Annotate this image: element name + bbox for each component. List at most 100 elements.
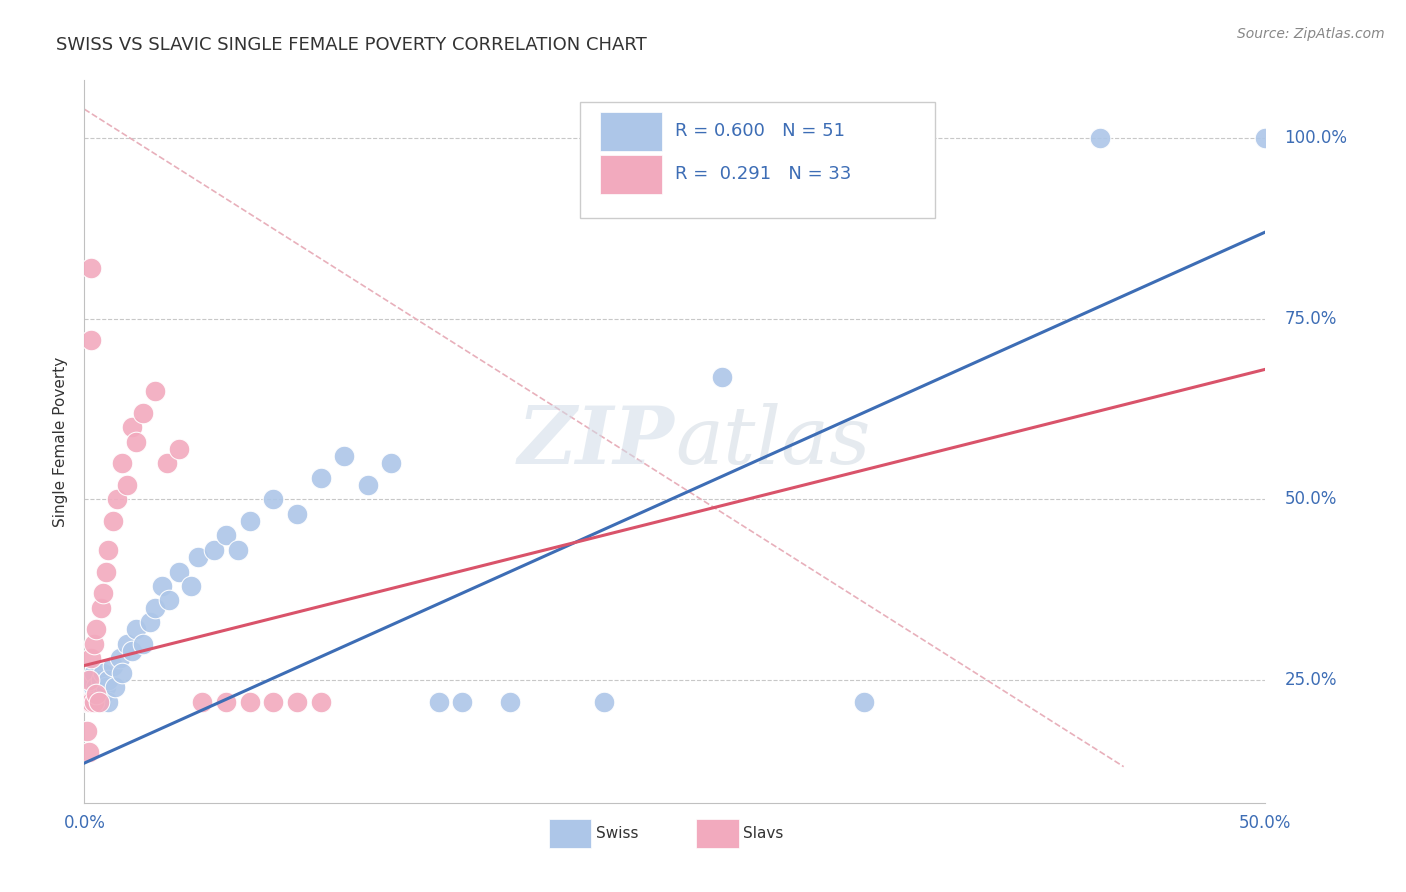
Point (380, 456, 402, 470)
Point (357, 478, 380, 492)
Point (83, 665, 105, 680)
Text: 75.0%: 75.0% (1284, 310, 1337, 327)
Point (451, 695, 474, 709)
Point (187, 550, 209, 565)
Point (97, 695, 120, 709)
Point (84, 680, 107, 694)
Point (111, 665, 134, 680)
Point (94, 680, 117, 694)
Point (115, 478, 138, 492)
Point (83, 637, 105, 651)
Text: Slavs: Slavs (744, 826, 783, 840)
Point (143, 600, 166, 615)
Point (262, 695, 284, 709)
Point (191, 695, 214, 709)
Text: R = 0.600   N = 51: R = 0.600 N = 51 (675, 122, 845, 140)
Point (104, 680, 127, 694)
Point (90, 673, 112, 687)
Point (1254, 131, 1277, 145)
Point (83, 695, 105, 709)
Point (121, 420, 143, 434)
Point (167, 565, 190, 579)
Point (852, 695, 875, 709)
Y-axis label: Single Female Poverty: Single Female Poverty (52, 357, 67, 526)
Point (180, 579, 202, 593)
Point (125, 623, 148, 637)
Point (97, 542, 120, 557)
Text: Swiss: Swiss (596, 826, 638, 840)
Point (90, 695, 112, 709)
Text: 100.0%: 100.0% (1284, 129, 1347, 147)
Point (91, 586, 114, 600)
Point (115, 637, 138, 651)
Point (87, 687, 110, 701)
Point (87, 695, 110, 709)
Point (239, 514, 262, 528)
Text: 50.0%: 50.0% (1284, 491, 1337, 508)
Point (80, 695, 103, 709)
Point (139, 615, 162, 630)
Point (226, 542, 249, 557)
Text: atlas: atlas (675, 403, 870, 480)
Point (202, 542, 225, 557)
Point (80, 651, 103, 665)
Text: ZIP: ZIP (517, 403, 675, 480)
Point (77, 680, 100, 694)
Point (80, 334, 103, 348)
Point (101, 514, 124, 528)
Point (132, 406, 155, 420)
Point (77, 695, 100, 709)
Point (427, 695, 450, 709)
Point (143, 384, 166, 398)
Point (132, 637, 155, 651)
Point (215, 528, 238, 542)
Point (593, 695, 616, 709)
Point (80, 695, 103, 709)
Text: 50.0%: 50.0% (1239, 814, 1292, 831)
Point (84, 623, 107, 637)
Point (285, 507, 308, 521)
Point (498, 695, 520, 709)
Point (80, 261, 103, 276)
Text: R =  0.291   N = 33: R = 0.291 N = 33 (675, 165, 851, 183)
Text: 25.0%: 25.0% (1284, 671, 1337, 689)
Point (87, 695, 110, 709)
Point (333, 449, 356, 463)
Point (156, 456, 179, 470)
Point (91, 665, 114, 680)
Point (97, 673, 120, 687)
Point (77, 673, 100, 687)
Point (157, 593, 180, 607)
Point (91, 687, 114, 701)
FancyBboxPatch shape (600, 155, 662, 194)
FancyBboxPatch shape (548, 819, 591, 847)
Point (94, 565, 117, 579)
Point (84, 695, 107, 709)
Point (83, 687, 105, 701)
FancyBboxPatch shape (581, 102, 935, 218)
Point (262, 492, 284, 507)
Point (239, 695, 262, 709)
Point (84, 687, 107, 701)
Point (111, 456, 134, 470)
Point (108, 651, 131, 665)
Point (309, 470, 332, 484)
Point (90, 600, 112, 615)
Point (107, 492, 129, 507)
Point (76, 723, 98, 738)
Point (150, 579, 173, 593)
Point (215, 695, 238, 709)
Point (125, 434, 148, 449)
Point (121, 644, 143, 658)
Point (167, 442, 190, 456)
Point (77, 745, 100, 759)
Text: Source: ZipAtlas.com: Source: ZipAtlas.com (1237, 27, 1385, 41)
Point (101, 658, 124, 673)
Point (285, 695, 308, 709)
Text: SWISS VS SLAVIC SINGLE FEMALE POVERTY CORRELATION CHART: SWISS VS SLAVIC SINGLE FEMALE POVERTY CO… (56, 36, 647, 54)
FancyBboxPatch shape (696, 819, 738, 847)
Point (77, 695, 100, 709)
FancyBboxPatch shape (600, 112, 662, 151)
Text: 0.0%: 0.0% (63, 814, 105, 831)
Point (80, 673, 103, 687)
